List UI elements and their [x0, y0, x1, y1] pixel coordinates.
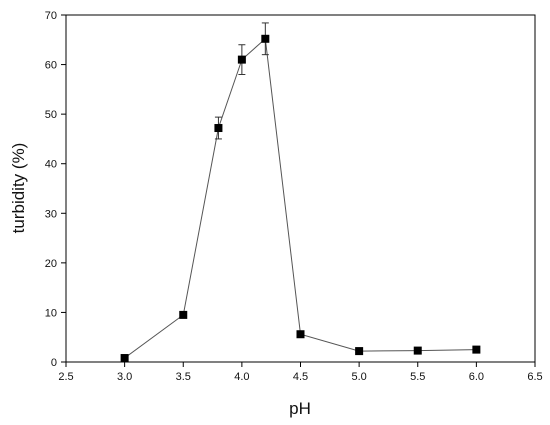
y-tick-label: 50	[45, 109, 57, 121]
x-tick-label: 3.5	[176, 371, 191, 383]
data-point	[214, 124, 223, 133]
data-point	[413, 346, 422, 355]
x-axis-title: pH	[289, 399, 311, 418]
plot-frame	[65, 14, 536, 363]
data-point	[120, 354, 129, 363]
y-tick-label: 40	[45, 159, 57, 171]
y-tick-label: 70	[45, 10, 57, 22]
series-line	[124, 37, 477, 359]
y-tick-label: 0	[51, 357, 57, 369]
x-tick-label: 3.0	[117, 371, 132, 383]
y-axis-ticks: 0 10 20 30 40 50 60 70	[45, 10, 66, 369]
data-point	[237, 55, 246, 64]
x-tick-label: 4.5	[293, 371, 308, 383]
series-layer	[120, 22, 481, 363]
x-tick-label: 6.0	[469, 371, 484, 383]
data-point	[355, 347, 364, 356]
y-tick-label: 10	[45, 307, 57, 319]
x-tick-label: 4.0	[234, 371, 249, 383]
data-point	[261, 34, 270, 43]
x-tick-label: 5.5	[410, 371, 425, 383]
data-point	[472, 345, 481, 354]
x-tick-label: 6.5	[527, 371, 542, 383]
y-tick-label: 60	[45, 60, 57, 72]
y-axis-title: turbidity (%)	[9, 143, 28, 234]
x-axis-ticks: 2.5 3.0 3.5 4.0 4.5 5.0 5.5 6.0 6.5	[58, 362, 543, 383]
data-point	[296, 330, 305, 339]
y-tick-label: 20	[45, 258, 57, 270]
x-tick-label: 2.5	[58, 371, 73, 383]
y-tick-label: 30	[45, 208, 57, 220]
x-tick-label: 5.0	[351, 371, 366, 383]
data-point	[179, 310, 188, 319]
